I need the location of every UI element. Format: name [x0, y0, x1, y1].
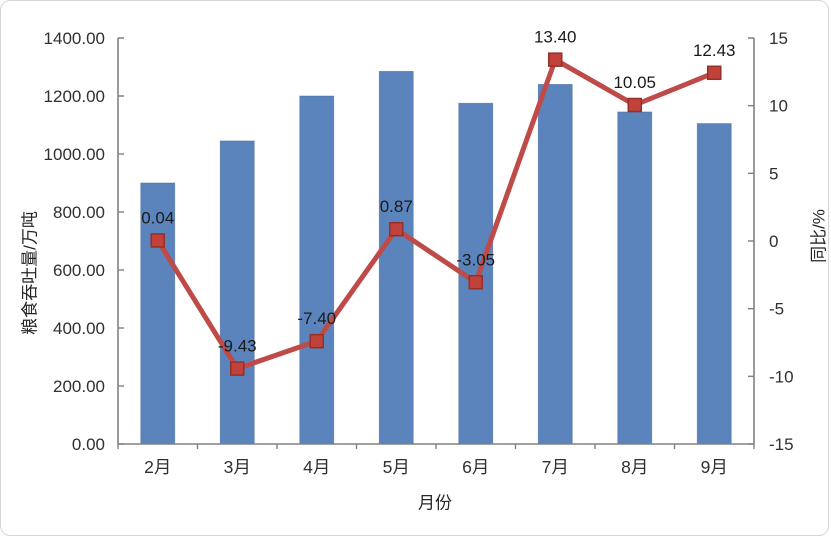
- right-axis-tick-label: 10: [769, 97, 788, 116]
- yoy-marker: [468, 275, 483, 290]
- x-axis-tick-label: 2月: [144, 457, 171, 477]
- x-axis-tick-label: 8月: [621, 457, 648, 477]
- right-axis-title: 同比/%: [809, 209, 829, 263]
- yoy-data-label: -7.40: [297, 309, 336, 328]
- left-axis-tick-label: 0.00: [72, 435, 105, 454]
- yoy-data-label: 10.05: [613, 73, 656, 92]
- throughput-bar: [617, 111, 653, 445]
- yoy-data-label: 13.40: [534, 28, 577, 47]
- throughput-bar: [696, 123, 732, 445]
- left-axis-tick-label: 1200.00: [44, 87, 105, 106]
- left-axis-tick-label: 200.00: [53, 377, 105, 396]
- yoy-data-label: 0.04: [141, 208, 174, 227]
- throughput-bar: [378, 70, 414, 445]
- left-axis-tick-label: 800.00: [53, 203, 105, 222]
- right-axis-tick-label: 15: [769, 29, 788, 48]
- x-axis-tick-label: 4月: [303, 457, 330, 477]
- throughput-bar: [219, 140, 255, 445]
- right-axis-tick-label: 0: [769, 232, 778, 251]
- x-axis-title: 月份: [418, 493, 452, 513]
- yoy-marker: [150, 233, 165, 248]
- x-axis-tick-label: 7月: [542, 457, 569, 477]
- yoy-data-label: -9.43: [218, 337, 257, 356]
- x-axis-tick-label: 9月: [701, 457, 728, 477]
- right-axis-tick-label: 5: [769, 164, 778, 183]
- right-axis-tick-label: -15: [769, 435, 794, 454]
- left-axis-title: 粮食吞吐量/万吨: [20, 211, 40, 335]
- x-axis-tick-label: 5月: [383, 457, 410, 477]
- yoy-line: [155, 57, 717, 372]
- throughput-bar: [299, 95, 335, 445]
- x-axis-tick-label: 3月: [224, 457, 251, 477]
- left-axis-tick-label: 600.00: [53, 261, 105, 280]
- throughput-bar: [537, 84, 573, 445]
- yoy-marker: [389, 221, 404, 237]
- yoy-data-label: 0.87: [380, 197, 413, 216]
- yoy-marker: [230, 361, 245, 376]
- yoy-marker: [707, 65, 722, 81]
- x-axis-tick-label: 6月: [462, 457, 489, 477]
- yoy-marker: [627, 97, 642, 113]
- yoy-data-label: 12.43: [693, 41, 736, 60]
- left-axis-tick-label: 400.00: [53, 319, 105, 338]
- left-axis-tick-label: 1400.00: [44, 29, 105, 48]
- yoy-marker: [309, 333, 324, 349]
- right-axis-tick-label: -10: [769, 367, 794, 386]
- yoy-data-label: -3.05: [456, 250, 495, 269]
- right-axis-tick-label: -5: [769, 300, 784, 319]
- yoy-marker: [548, 52, 563, 67]
- throughput-bar: [140, 182, 176, 445]
- left-axis-tick-label: 1000.00: [44, 145, 105, 164]
